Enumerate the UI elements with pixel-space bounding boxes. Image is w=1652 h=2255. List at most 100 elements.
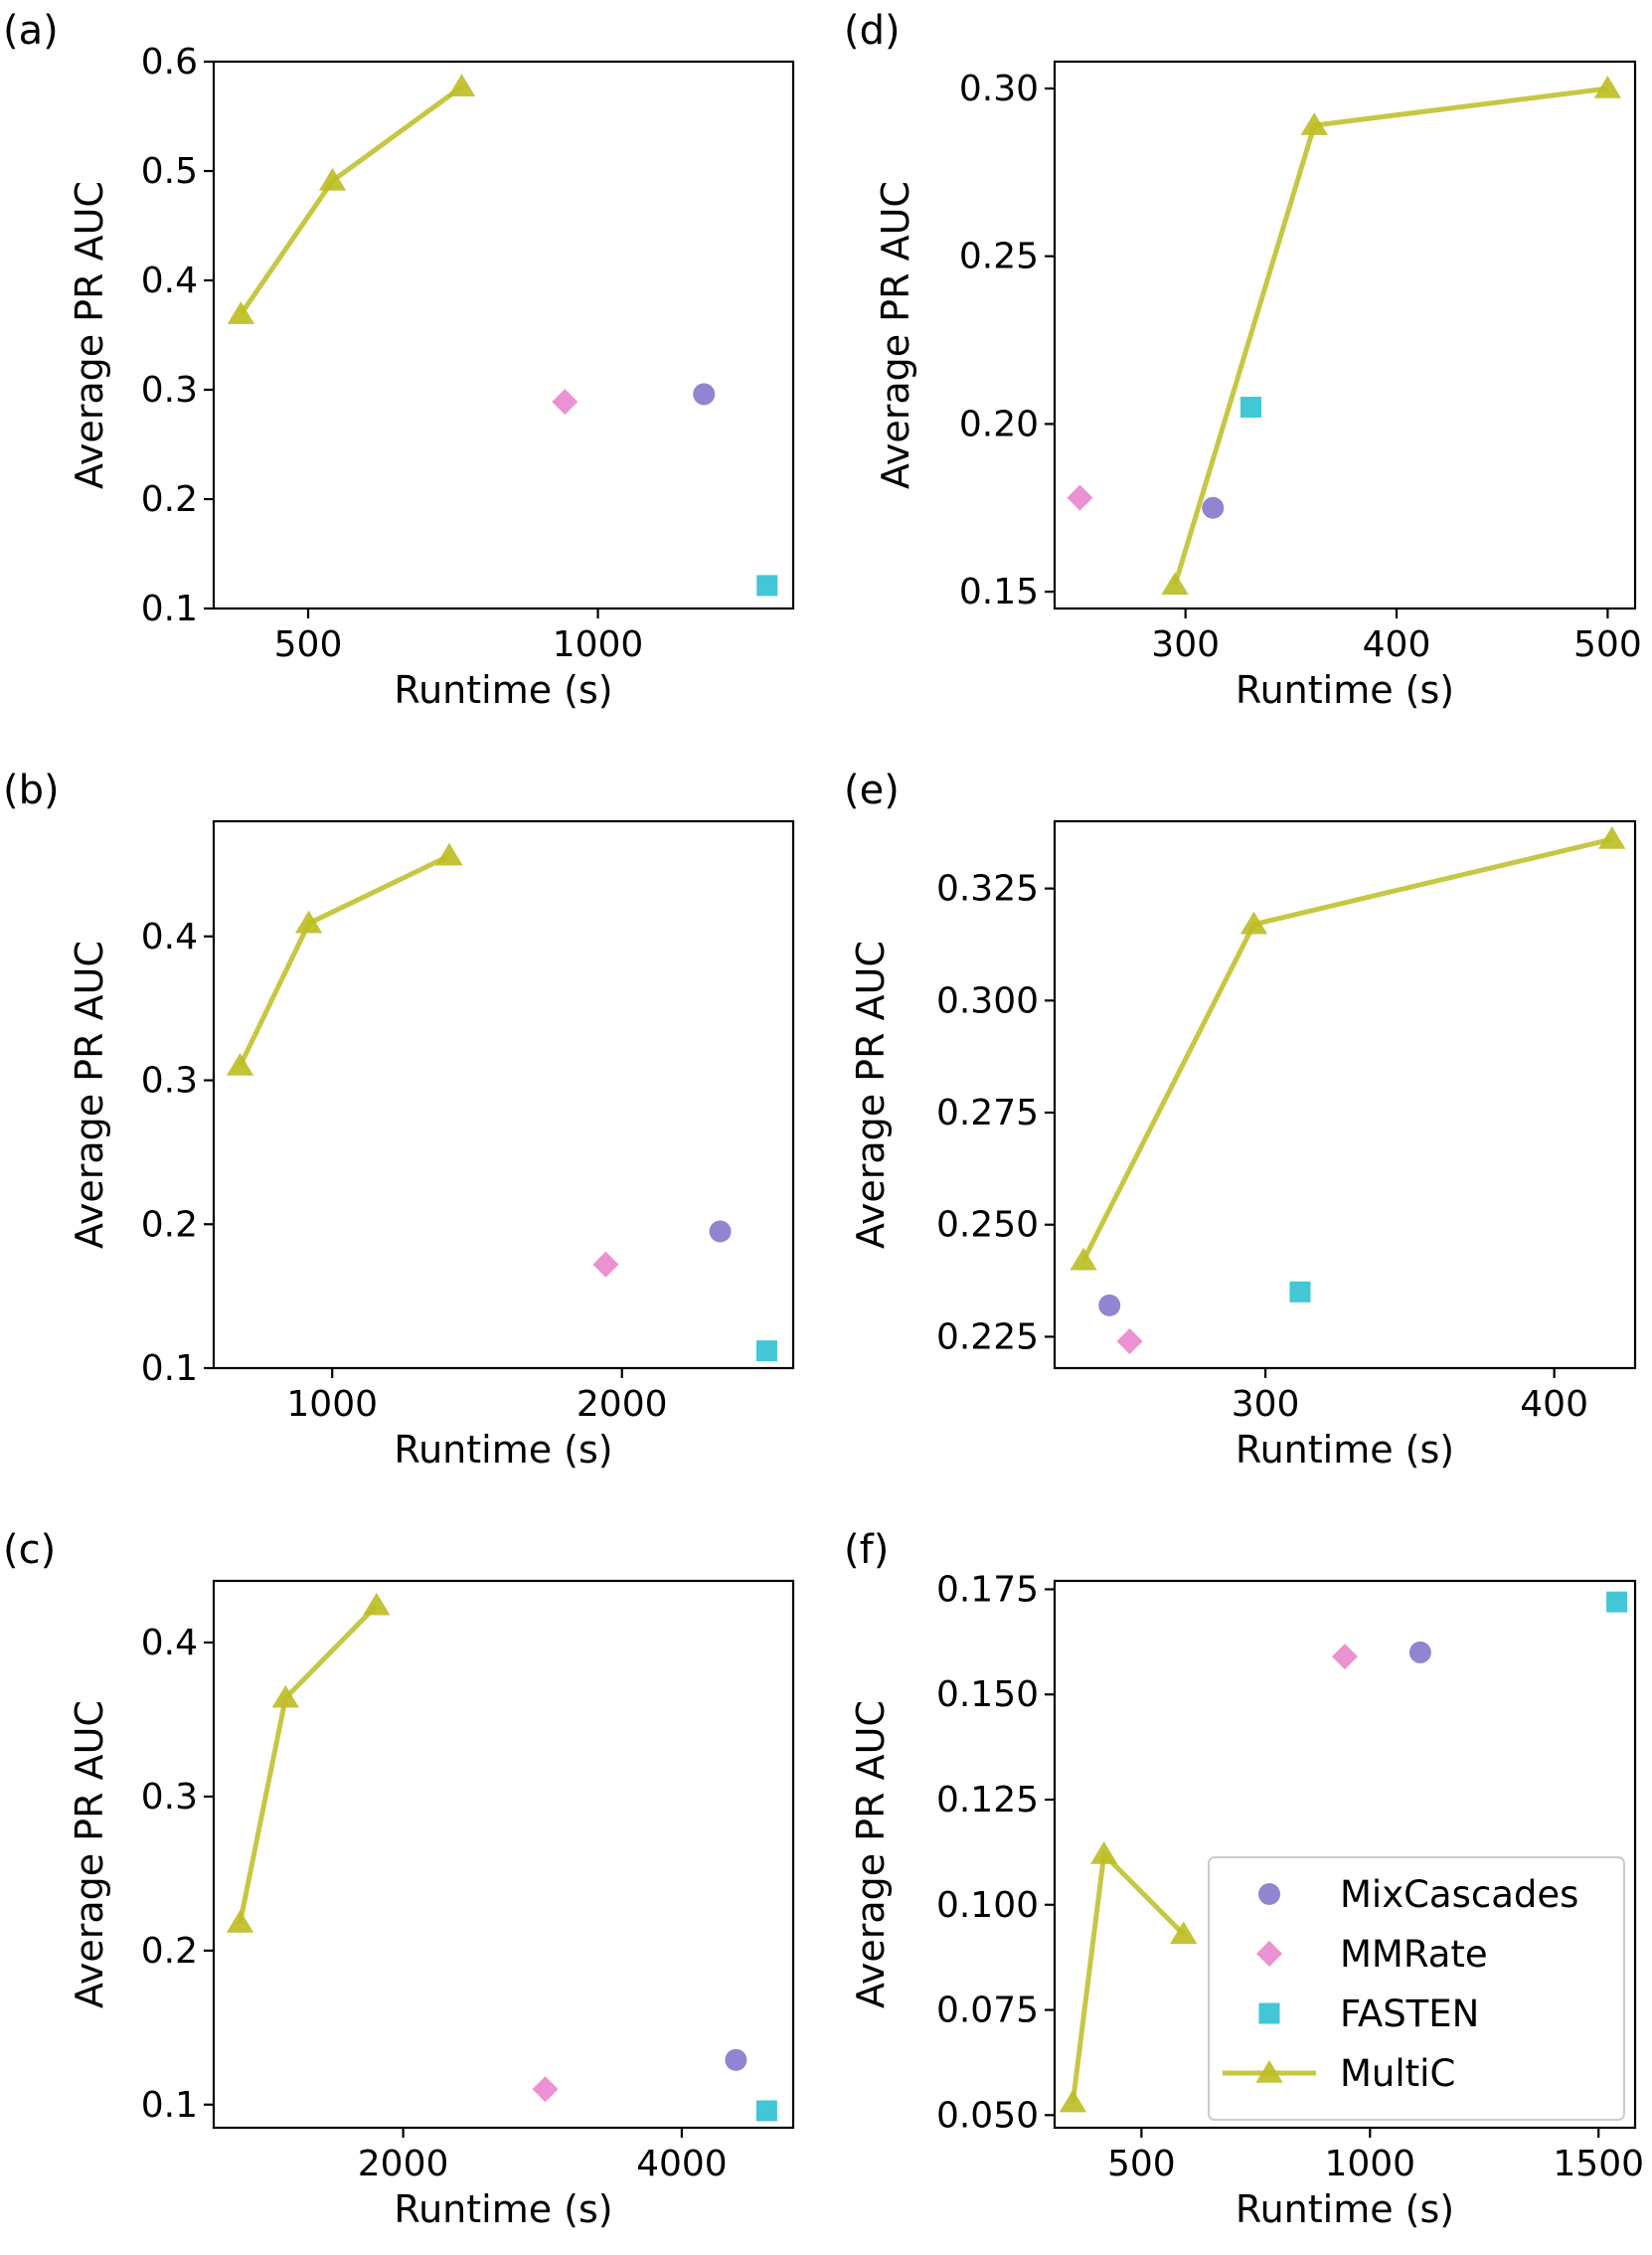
y-tick-label: 0.100 xyxy=(936,1885,1039,1926)
x-tick-label: 500 xyxy=(1107,2144,1176,2184)
y-tick-label: 0.4 xyxy=(141,917,198,957)
data-point-mmrate xyxy=(1332,1644,1358,1670)
data-point-multic xyxy=(1070,1247,1097,1271)
x-tick-label: 300 xyxy=(1151,624,1220,665)
y-tick-label: 0.2 xyxy=(141,479,198,520)
data-point-multic xyxy=(227,301,255,324)
y-tick-label: 0.250 xyxy=(936,1205,1039,1246)
x-tick-label: 400 xyxy=(1520,1384,1588,1425)
plot-frame xyxy=(212,1579,795,2130)
legend-label: MMRate xyxy=(1340,1933,1488,1976)
series-line-multic xyxy=(238,853,451,1068)
data-point-multic xyxy=(226,1053,254,1076)
x-axis-label: Runtime (s) xyxy=(1236,1428,1454,1472)
series-line-multic xyxy=(1070,1848,1186,2103)
plot-frame xyxy=(212,819,795,1370)
x-tick-label: 500 xyxy=(1573,624,1642,665)
data-point-mixcascades xyxy=(693,383,716,406)
data-point-mmrate xyxy=(1067,484,1093,511)
y-tick-label: 0.4 xyxy=(141,260,198,301)
y-tick-label: 0.3 xyxy=(141,370,198,411)
y-tick-label: 0.6 xyxy=(141,42,198,83)
data-point-multic xyxy=(435,842,463,866)
legend-label: FASTEN xyxy=(1340,1993,1479,2035)
y-tick-label: 0.15 xyxy=(959,572,1039,612)
y-tick-label: 0.325 xyxy=(936,869,1039,910)
panel-label: (e) xyxy=(844,768,900,813)
x-axis-label: Runtime (s) xyxy=(1236,668,1454,712)
plot-frame xyxy=(1053,1579,1637,2130)
legend-label: MixCascades xyxy=(1340,1873,1578,1916)
legend-label: MultiC xyxy=(1340,2052,1455,2095)
y-axis-label: Average PR AUC xyxy=(68,941,111,1249)
y-tick-label: 0.225 xyxy=(936,1316,1039,1357)
y-axis-label: Average PR AUC xyxy=(68,181,111,489)
x-tick-label: 1000 xyxy=(1324,2144,1415,2184)
legend: MixCascades MMRate FASTEN MultiC xyxy=(1208,1856,1625,2121)
panel-label: (a) xyxy=(3,8,59,54)
data-point-fasten xyxy=(1239,397,1261,419)
y-tick-label: 0.25 xyxy=(959,237,1039,277)
x-axis-label: Runtime (s) xyxy=(394,2187,612,2231)
x-tick-label: 1500 xyxy=(1553,2144,1644,2184)
data-point-multic xyxy=(318,167,347,191)
data-point-multic xyxy=(1090,1841,1118,1864)
legend-marker xyxy=(1258,1883,1280,1905)
y-tick-label: 0.1 xyxy=(141,2085,198,2126)
x-axis-label: Runtime (s) xyxy=(1236,2187,1454,2231)
data-point-multic xyxy=(1239,911,1268,935)
chart-panel-d: (d) 300 400 500 0.15 0.20 0.25 0.30 Runtime (s) A… xyxy=(844,8,1642,712)
data-point-multic xyxy=(1059,2089,1087,2113)
data-point-fasten xyxy=(755,2100,777,2122)
y-tick-label: 0.1 xyxy=(141,1348,198,1389)
legend-marker xyxy=(1255,2060,1283,2083)
panel-label: (c) xyxy=(3,1527,56,1573)
data-point-multic xyxy=(226,1909,254,1933)
y-tick-label: 0.2 xyxy=(141,1204,198,1245)
panel-label: (f) xyxy=(844,1527,889,1573)
x-tick-label: 4000 xyxy=(636,2144,728,2184)
y-axis-label: Average PR AUC xyxy=(849,1700,893,2008)
x-tick-label: 1000 xyxy=(286,1384,378,1425)
data-point-mmrate xyxy=(532,2076,559,2103)
y-tick-label: 0.1 xyxy=(141,589,198,629)
y-axis-label: Average PR AUC xyxy=(849,941,893,1249)
y-tick-label: 0.2 xyxy=(141,1931,198,1972)
y-tick-label: 0.300 xyxy=(936,980,1039,1021)
legend-box xyxy=(1208,1856,1625,2121)
y-axis-label: Average PR AUC xyxy=(874,181,917,489)
y-tick-label: 0.20 xyxy=(959,404,1039,444)
data-point-multic xyxy=(294,910,323,934)
chart-panel-b: (b) 1000 2000 0.1 0.2 0.3 0.4 Runtime (s) Averag… xyxy=(3,768,795,1472)
x-tick-label: 1000 xyxy=(553,624,644,665)
data-point-fasten xyxy=(756,575,778,597)
data-point-mixcascades xyxy=(709,1220,732,1243)
y-tick-label: 0.3 xyxy=(141,1061,198,1102)
chart-panel-e: (e) 300 400 0.225 0.250 0.275 0.300 0.325 Runtim… xyxy=(844,768,1637,1472)
data-point-multic xyxy=(447,74,476,97)
data-point-mmrate xyxy=(592,1251,619,1278)
y-tick-label: 0.050 xyxy=(936,2095,1039,2136)
data-point-multic xyxy=(1300,112,1328,135)
chart-panel-f: (f) 500 1000 1500 0.050 0.075 0.100 0.125 0.150 0… xyxy=(844,1527,1644,2231)
panel-label: (b) xyxy=(3,768,60,813)
data-point-multic xyxy=(1593,75,1622,98)
y-tick-label: 0.125 xyxy=(936,1780,1039,1821)
legend-marker xyxy=(1258,2002,1280,2024)
data-point-mixcascades xyxy=(1098,1294,1121,1316)
x-tick-label: 300 xyxy=(1232,1384,1300,1425)
data-point-multic xyxy=(1170,1921,1198,1945)
y-tick-label: 0.4 xyxy=(141,1623,198,1663)
x-axis-label: Runtime (s) xyxy=(394,668,612,712)
data-point-mixcascades xyxy=(725,2048,747,2071)
y-tick-label: 0.175 xyxy=(936,1569,1039,1610)
data-point-fasten xyxy=(755,1340,777,1362)
x-axis-label: Runtime (s) xyxy=(394,1428,612,1472)
chart-panel-c: (c) 2000 4000 0.1 0.2 0.3 0.4 Runtime (s) Averag… xyxy=(3,1527,795,2231)
plot-frame xyxy=(1053,60,1637,610)
data-point-fasten xyxy=(1289,1281,1311,1302)
y-tick-label: 0.075 xyxy=(936,1991,1039,2031)
x-tick-label: 2000 xyxy=(577,1384,668,1425)
data-point-mmrate xyxy=(552,389,578,416)
